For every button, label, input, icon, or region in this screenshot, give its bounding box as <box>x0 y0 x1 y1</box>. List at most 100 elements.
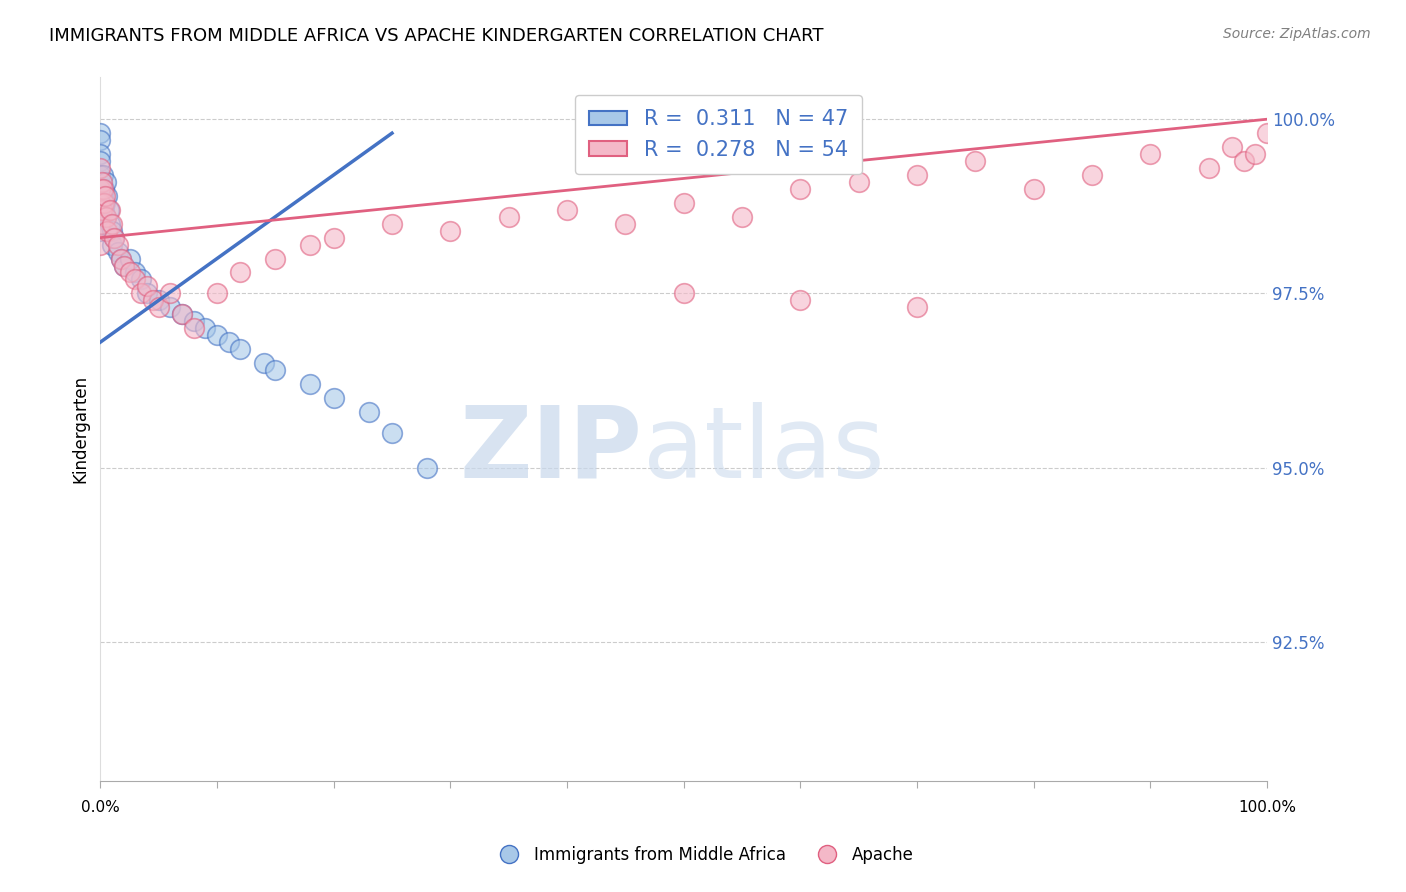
Point <box>170 307 193 321</box>
Point <box>90 182 112 196</box>
Point <box>381 217 404 231</box>
Point <box>90 195 112 210</box>
Point <box>1081 168 1104 182</box>
Text: ZIP: ZIP <box>460 401 643 499</box>
Point <box>1256 126 1278 140</box>
Point <box>136 286 159 301</box>
Point <box>136 279 159 293</box>
Point <box>357 405 380 419</box>
Point <box>110 252 132 266</box>
Point <box>118 252 141 266</box>
Text: 0.0%: 0.0% <box>82 799 120 814</box>
Point <box>789 293 811 308</box>
Point <box>905 301 928 315</box>
Point <box>614 217 637 231</box>
Point <box>89 210 111 224</box>
Point <box>498 210 520 224</box>
Point <box>148 293 170 308</box>
Point <box>101 224 124 238</box>
Point <box>89 195 111 210</box>
Point <box>98 217 121 231</box>
Point <box>672 195 695 210</box>
Point <box>96 210 118 224</box>
Point <box>848 175 870 189</box>
Point <box>159 286 181 301</box>
Point <box>183 321 205 335</box>
Point <box>89 161 111 175</box>
Point <box>1232 154 1254 169</box>
Point <box>142 293 165 308</box>
Point <box>253 356 276 370</box>
Point <box>299 376 322 391</box>
Point <box>90 217 112 231</box>
Point <box>1198 161 1220 175</box>
Point <box>129 272 152 286</box>
Point <box>789 182 811 196</box>
Point <box>101 217 124 231</box>
Point <box>96 189 118 203</box>
Text: atlas: atlas <box>643 401 884 499</box>
Point <box>124 265 146 279</box>
Point <box>439 224 461 238</box>
Point <box>89 195 111 210</box>
Point <box>94 195 117 210</box>
Point <box>91 182 114 196</box>
Point <box>93 195 115 210</box>
Point <box>97 202 120 217</box>
Legend: R =  0.311   N = 47, R =  0.278   N = 54: R = 0.311 N = 47, R = 0.278 N = 54 <box>575 95 862 175</box>
Point <box>183 314 205 328</box>
Point <box>103 230 125 244</box>
Point <box>124 272 146 286</box>
Point <box>905 168 928 182</box>
Point <box>194 321 217 335</box>
Point <box>107 237 129 252</box>
Point <box>731 210 754 224</box>
Point <box>98 202 121 217</box>
Point <box>112 259 135 273</box>
Point <box>91 189 114 203</box>
Point <box>1244 147 1267 161</box>
Point <box>1022 182 1045 196</box>
Point <box>89 224 111 238</box>
Point <box>89 237 111 252</box>
Point <box>1139 147 1161 161</box>
Point <box>322 230 344 244</box>
Point <box>89 168 111 182</box>
Point <box>94 189 117 203</box>
Point <box>93 202 115 217</box>
Point <box>299 237 322 252</box>
Point <box>229 342 252 356</box>
Point <box>89 182 111 196</box>
Point <box>89 217 111 231</box>
Point <box>96 224 118 238</box>
Point <box>381 425 404 440</box>
Point <box>89 126 111 140</box>
Point <box>112 259 135 273</box>
Point <box>264 363 287 377</box>
Text: Source: ZipAtlas.com: Source: ZipAtlas.com <box>1223 27 1371 41</box>
Point <box>91 168 114 182</box>
Point <box>89 154 111 169</box>
Point <box>89 147 111 161</box>
Point <box>159 301 181 315</box>
Point <box>89 133 111 147</box>
Point <box>103 230 125 244</box>
Point <box>416 460 439 475</box>
Point <box>264 252 287 266</box>
Point <box>89 182 111 196</box>
Point <box>148 301 170 315</box>
Point <box>1220 140 1243 154</box>
Point <box>229 265 252 279</box>
Point <box>218 335 240 350</box>
Point <box>110 252 132 266</box>
Point <box>96 175 118 189</box>
Point <box>96 210 118 224</box>
Point <box>205 286 228 301</box>
Point <box>205 328 228 343</box>
Point <box>965 154 987 169</box>
Point <box>672 286 695 301</box>
Point <box>555 202 578 217</box>
Point <box>129 286 152 301</box>
Text: 100.0%: 100.0% <box>1237 799 1296 814</box>
Point <box>322 391 344 405</box>
